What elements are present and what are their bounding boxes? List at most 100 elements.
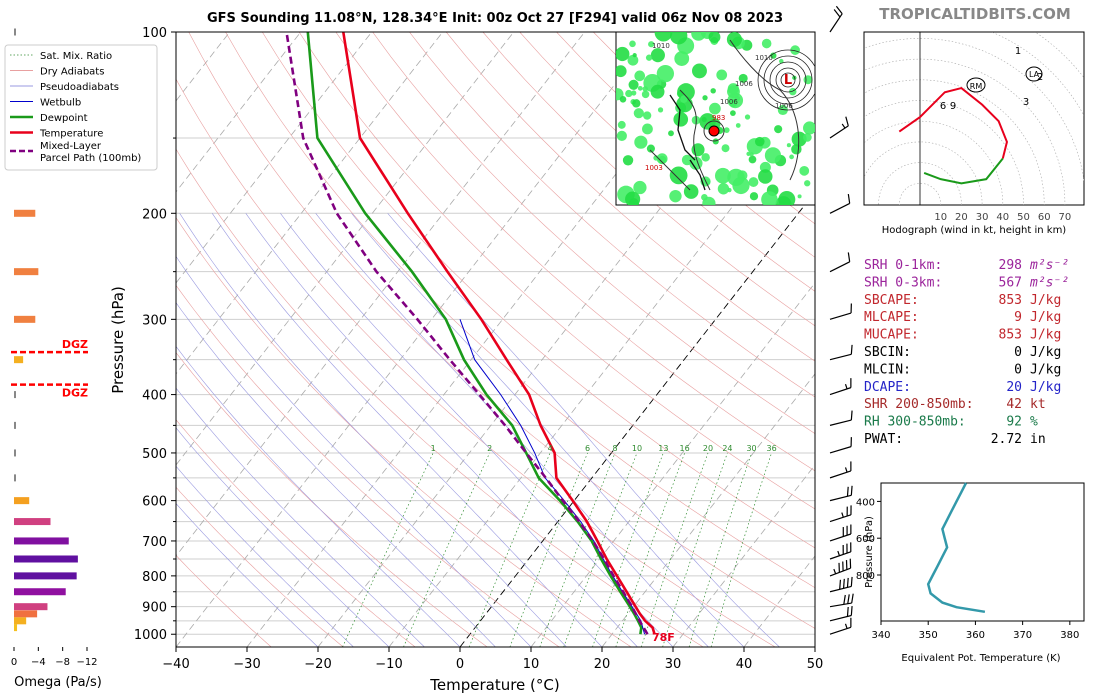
index-row: RH 300-850mb: 92% bbox=[864, 415, 1038, 430]
barb-half bbox=[844, 383, 848, 390]
index-row: SRH 0-3km: 567 m²s⁻² bbox=[864, 275, 1069, 290]
inset-pressure-label: 983 bbox=[712, 114, 725, 122]
precip-blob bbox=[627, 54, 639, 66]
wind-barb bbox=[829, 116, 849, 139]
precip-blob bbox=[616, 65, 627, 78]
index-unit: J/kg bbox=[1030, 310, 1061, 325]
theta-e-y-tick-label: 600 bbox=[856, 534, 875, 545]
precip-blob bbox=[730, 110, 736, 117]
inset-pressure-label: 1003 bbox=[645, 164, 663, 172]
inset-map-content: 1010 1006 1006 1006 1010 983 1003 L bbox=[616, 32, 815, 205]
precip-blob bbox=[637, 85, 643, 91]
dry-adiabat bbox=[176, 148, 704, 647]
index-row: MLCAPE: 9 J/kg bbox=[864, 310, 1061, 325]
chart-title: GFS Sounding 11.08°N, 128.34°E Init: 00z… bbox=[207, 11, 783, 26]
hodograph-frame bbox=[863, 31, 1085, 206]
wind-barb bbox=[829, 576, 853, 593]
barb-flag bbox=[839, 579, 842, 590]
barb-half bbox=[844, 623, 848, 629]
axes: −40 −30 −20 −10 0 10 20 30 40 50 1000 900 800 700 600 5… bbox=[134, 26, 823, 672]
precip-blob bbox=[699, 113, 716, 130]
pseudoadiabat bbox=[211, 213, 603, 647]
y-axis-label: Pressure (hPa) bbox=[109, 286, 127, 394]
precip-blob bbox=[799, 165, 810, 176]
precip-blob bbox=[735, 123, 741, 128]
legend-label: Temperature bbox=[39, 129, 103, 140]
omega-bar bbox=[14, 572, 77, 580]
hodo-height-label: 9 bbox=[950, 101, 956, 112]
theta-e-panel: 340 350 360 370 380 400 600 800 Equivalent Pot. … bbox=[856, 482, 1085, 664]
dry-adiabat bbox=[262, 32, 815, 549]
profile-dewpoint bbox=[306, 32, 643, 635]
barb-flag bbox=[845, 116, 849, 127]
dry-adiabat bbox=[372, 32, 815, 434]
omega-bar bbox=[14, 588, 66, 596]
theta-e-y-label: Pressure (hPa) bbox=[864, 516, 875, 588]
precip-blob bbox=[645, 54, 653, 61]
isotherm bbox=[459, 191, 815, 647]
index-unit: m²s⁻² bbox=[1029, 275, 1069, 290]
barb-staff bbox=[829, 626, 852, 635]
precip-blob bbox=[727, 83, 739, 95]
omega-bar bbox=[14, 391, 16, 399]
barb-flag bbox=[846, 606, 849, 617]
y-tick-label: 400 bbox=[142, 389, 167, 404]
mixing-ratio-label: 36 bbox=[766, 444, 776, 453]
mixing-ratio-label: 4 bbox=[548, 444, 553, 453]
theta-e-x-tick-label: 340 bbox=[871, 630, 890, 641]
index-row: SBCIN: 0 J/kg bbox=[864, 345, 1061, 360]
omega-bar bbox=[14, 603, 48, 611]
wind-barbs bbox=[814, 5, 854, 647]
theta-e-x-tick-label: 380 bbox=[1060, 630, 1079, 641]
x-tick-label: 0 bbox=[456, 657, 464, 672]
precip-blob bbox=[702, 196, 716, 205]
omega-bar bbox=[14, 617, 27, 625]
mixing-ratio-line bbox=[592, 452, 664, 647]
index-unit: in bbox=[1030, 432, 1046, 447]
precip-blob bbox=[654, 32, 673, 42]
precip-blob bbox=[669, 166, 688, 185]
indices-table: SRH 0-1km: 298 m²s⁻² SRH 0-3km: 567 m²s⁻² SBCA… bbox=[864, 258, 1069, 447]
barb-flag bbox=[842, 578, 845, 589]
barb-flag bbox=[851, 593, 854, 604]
omega-bar bbox=[14, 610, 38, 618]
index-value: 2.72 bbox=[991, 432, 1022, 447]
coastline bbox=[689, 159, 706, 191]
index-row: SBCAPE: 853 J/kg bbox=[864, 293, 1061, 308]
precip-blob bbox=[634, 135, 648, 149]
x-tick-label: 40 bbox=[736, 657, 753, 672]
dry-adiabat bbox=[225, 32, 815, 589]
precip-blob bbox=[631, 90, 637, 96]
index-label: MUCAPE: bbox=[864, 328, 919, 343]
mixing-ratio-label: 16 bbox=[680, 444, 690, 453]
precip-blob bbox=[619, 96, 627, 103]
precip-blob bbox=[786, 143, 791, 148]
index-label: RH 300-850mb: bbox=[864, 415, 966, 430]
hodo-ring-label: 70 bbox=[1059, 212, 1072, 223]
barb-staff bbox=[829, 419, 852, 426]
precip-blob bbox=[642, 111, 652, 120]
index-value: 853 bbox=[999, 328, 1022, 343]
index-unit: J/kg bbox=[1030, 362, 1061, 377]
hodograph: 1 2 3 6 9 RM LA 10 20 30 40 50 60 70 Hodograph (wind i… bbox=[863, 31, 1085, 236]
barb-staff bbox=[829, 202, 850, 214]
mixing-ratio-label: 10 bbox=[632, 444, 642, 453]
storm-contour bbox=[703, 120, 725, 142]
precip-blob bbox=[669, 32, 688, 45]
mixing-ratio-label: 30 bbox=[746, 444, 756, 453]
barb-flag bbox=[835, 5, 843, 15]
surface-temp-label: 78F bbox=[652, 631, 675, 644]
barb-flag bbox=[846, 486, 849, 497]
index-value: 0 bbox=[1014, 345, 1022, 360]
profile-temperature bbox=[342, 32, 656, 635]
precip-blob bbox=[641, 90, 650, 99]
precip-blob bbox=[721, 144, 730, 153]
theta-e-x-tick-label: 350 bbox=[919, 630, 938, 641]
x-tick-label: −40 bbox=[162, 657, 189, 672]
mixing-ratio-label: 1 bbox=[431, 444, 436, 453]
precip-blob bbox=[650, 84, 665, 99]
mixing-ratio-line bbox=[688, 452, 752, 647]
barb-flag bbox=[843, 594, 846, 605]
wind-barb bbox=[829, 378, 852, 396]
pseudoadiabat bbox=[176, 465, 354, 647]
